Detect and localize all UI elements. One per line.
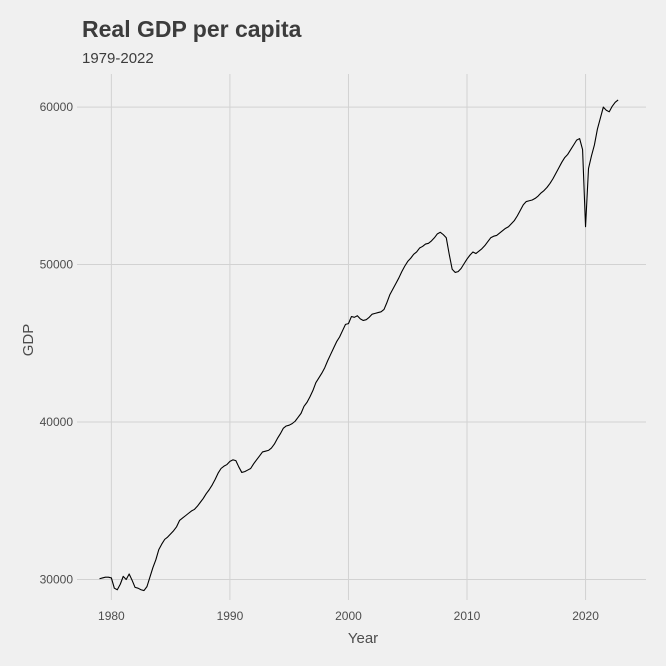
gdp-series-line [99, 99, 619, 592]
y-tick-label: 30000 [40, 573, 74, 587]
series-layer [99, 99, 619, 592]
x-tick-label: 2010 [454, 609, 481, 623]
x-tick-label: 1980 [98, 609, 125, 623]
x-tick-label: 2000 [335, 609, 362, 623]
x-tick-label: 2020 [572, 609, 599, 623]
y-tick-label: 60000 [40, 100, 74, 114]
y-axis-ticks: 30000 40000 50000 60000 [40, 100, 74, 586]
grid-lines [77, 74, 646, 600]
x-tick-label: 1990 [217, 609, 244, 623]
y-tick-label: 50000 [40, 258, 74, 272]
chart-subtitle: 1979-2022 [82, 50, 154, 67]
chart-title: Real GDP per capita [82, 16, 302, 42]
y-tick-label: 40000 [40, 415, 74, 429]
y-axis-title: GDP [20, 324, 37, 357]
x-axis-ticks: 1980 1990 2000 2010 2020 [98, 609, 599, 623]
x-axis-title: Year [348, 630, 378, 647]
